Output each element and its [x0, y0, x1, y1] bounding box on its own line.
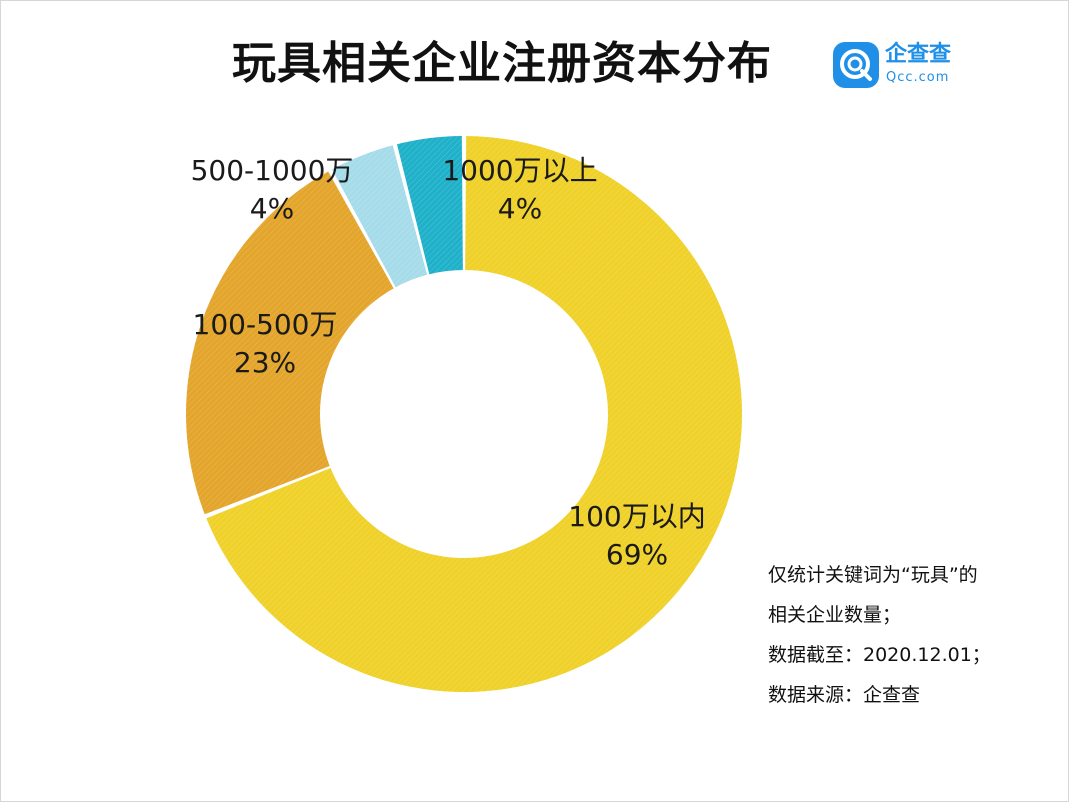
logo-name: 企查查	[885, 42, 952, 67]
donut-slice-texture	[396, 136, 463, 275]
donut-slice-texture	[331, 145, 428, 288]
slice-percent-label: 69%	[606, 538, 668, 571]
slice-percent-label: 4%	[250, 192, 294, 225]
slice-category-label: 500-1000万	[191, 154, 354, 187]
note-line: 数据截至：2020.12.01；	[768, 644, 991, 666]
qcc-logo-icon	[833, 42, 879, 88]
logo-domain: Qcc.com	[886, 70, 950, 85]
note-line: 仅统计关键词为“玩具”的	[768, 564, 978, 586]
slice-percent-label: 4%	[498, 192, 542, 225]
note-line: 数据来源：企查查	[768, 684, 921, 706]
source-note: 仅统计关键词为“玩具”的 相关企业数量； 数据截至：2020.12.01； 数据…	[768, 560, 1058, 720]
donut-slice-texture	[186, 171, 394, 515]
slice-category-label: 100万以内	[568, 500, 705, 533]
slice-percent-label: 23%	[234, 346, 296, 379]
qcc-logo: 企查查 Qcc.com	[833, 40, 963, 90]
slice-category-label: 100-500万	[193, 308, 338, 341]
note-line: 相关企业数量；	[768, 604, 902, 626]
donut-slice-texture	[206, 136, 743, 693]
chart-title: 玩具相关企业注册资本分布	[232, 38, 772, 89]
slice-category-label: 1000万以上	[442, 154, 597, 187]
